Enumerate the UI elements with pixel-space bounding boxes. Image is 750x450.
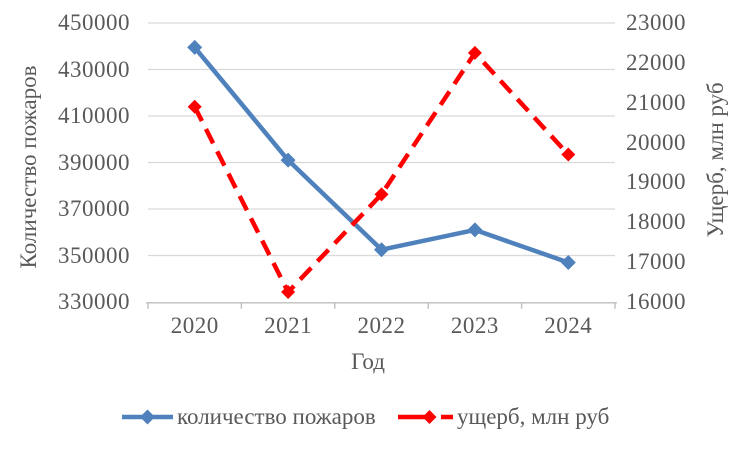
right-axis-tick-label: 17000 — [626, 249, 686, 275]
data-point-marker-1 — [374, 187, 389, 202]
legend-marker-fires — [140, 409, 155, 425]
data-point-marker-0 — [467, 222, 483, 238]
data-point-marker-0 — [280, 152, 296, 168]
data-point-marker-1 — [281, 285, 296, 300]
left-axis-tick-label: 370000 — [58, 196, 130, 221]
legend-marker-damage — [422, 410, 437, 424]
x-axis-tick-label: 2020 — [170, 313, 219, 338]
data-point-marker-0 — [374, 242, 389, 258]
left-axis-tick-label: 450000 — [58, 10, 130, 35]
left-axis-tick-label: 350000 — [58, 242, 130, 268]
series-line-1 — [192, 50, 570, 295]
data-point-marker-0 — [560, 254, 576, 270]
data-point-marker-0 — [187, 39, 203, 55]
right-axis-tick-label: 16000 — [626, 289, 686, 314]
data-point-marker-1 — [467, 45, 482, 60]
right-axis-tick-label: 22000 — [626, 49, 686, 75]
left-axis-tick-label: 430000 — [58, 56, 130, 82]
x-axis-tick-label: 2021 — [264, 313, 313, 338]
right-axis-tick-label: 19000 — [626, 169, 686, 195]
right-axis-tick-label: 21000 — [626, 89, 686, 115]
right-axis-tick-label: 18000 — [626, 209, 686, 235]
legend-label-damage: ущерб, млн руб — [457, 404, 610, 429]
left-axis-tick-label: 410000 — [58, 103, 130, 128]
left-axis-tick-label: 390000 — [58, 149, 130, 175]
right-axis-tick-label: 23000 — [626, 10, 686, 35]
data-point-marker-1 — [187, 99, 202, 114]
x-axis-tick-label: 2024 — [544, 313, 593, 338]
legend-label-fires: количество пожаров — [177, 404, 376, 429]
right-axis-tick-label: 20000 — [626, 129, 686, 155]
x-axis-tick-label: 2022 — [357, 313, 406, 338]
left-axis-tick-label: 330000 — [58, 289, 130, 314]
x-axis-tick-label: 2023 — [450, 313, 499, 338]
data-point-marker-1 — [561, 147, 576, 162]
series-line-0 — [192, 45, 570, 265]
x-axis-title: Год — [351, 349, 385, 374]
